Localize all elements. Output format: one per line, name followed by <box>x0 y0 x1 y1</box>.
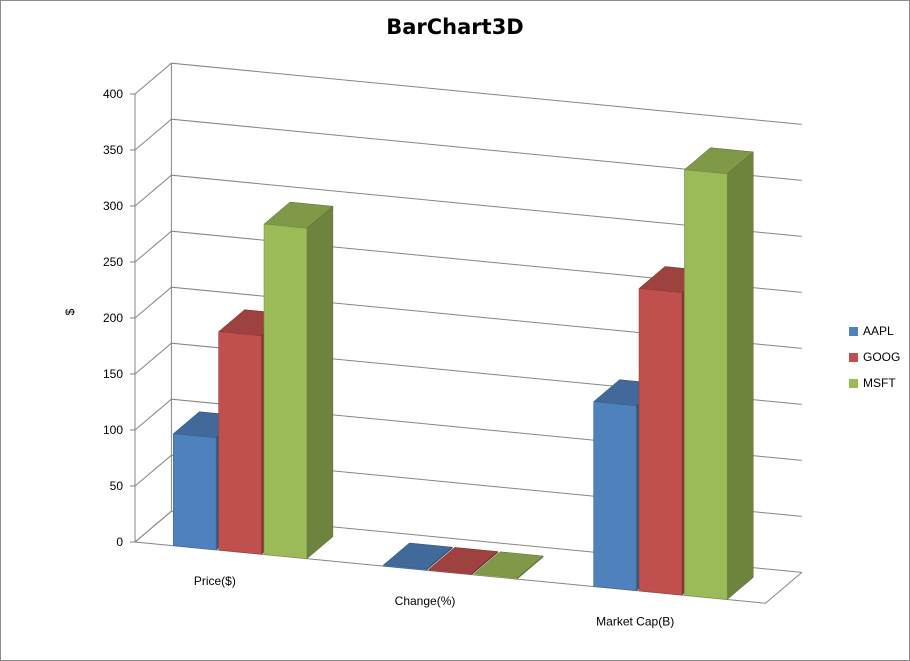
legend-item-goog: GOOG <box>849 344 900 370</box>
gridline <box>134 510 802 573</box>
legend: AAPL GOOG MSFT <box>849 318 900 396</box>
legend-swatch-msft <box>849 378 858 388</box>
y-tick-label: 300 <box>103 199 123 213</box>
y-tick-label: 350 <box>103 143 123 157</box>
y-tick-label: 50 <box>110 479 124 493</box>
gridline <box>134 62 802 125</box>
bar-msft-1 <box>263 201 334 560</box>
bar-goog-2 <box>428 547 499 576</box>
bar-aapl-2 <box>382 542 453 571</box>
legend-label-goog: GOOG <box>863 350 901 364</box>
y-tick-label: 150 <box>103 367 123 381</box>
chart-title: BarChart3D <box>386 15 524 39</box>
y-axis-ticks: 0 50 100 150 200 250 300 350 400 <box>103 87 135 549</box>
bars <box>172 147 754 601</box>
gridlines <box>134 62 802 573</box>
legend-swatch-goog <box>849 352 858 362</box>
y-tick-label: 250 <box>103 255 123 269</box>
bar-msft-3 <box>683 147 754 601</box>
y-axis-title: $ <box>63 308 77 315</box>
category-label: Change(%) <box>395 594 456 608</box>
y-tick-label: 400 <box>103 87 123 101</box>
gridline <box>134 342 802 405</box>
y-tick-label: 100 <box>103 423 123 437</box>
legend-item-aapl: AAPL <box>849 318 900 344</box>
category-labels: Price($) Change(%) Market Cap(B) <box>194 574 674 629</box>
gridline <box>134 454 802 517</box>
legend-item-msft: MSFT <box>849 370 900 396</box>
bar-msft-2 <box>473 551 544 580</box>
gridline <box>134 398 802 461</box>
gridline <box>134 286 802 349</box>
legend-label-aapl: AAPL <box>863 324 894 338</box>
gridline <box>134 230 802 293</box>
category-label: Market Cap(B) <box>596 615 674 629</box>
gridline <box>134 174 802 237</box>
y-tick-label: 200 <box>103 311 123 325</box>
y-tick-label: 0 <box>116 535 123 549</box>
category-label: Price($) <box>194 574 236 588</box>
legend-label-msft: MSFT <box>863 376 896 390</box>
legend-swatch-aapl <box>849 326 858 336</box>
gridline <box>134 118 802 181</box>
